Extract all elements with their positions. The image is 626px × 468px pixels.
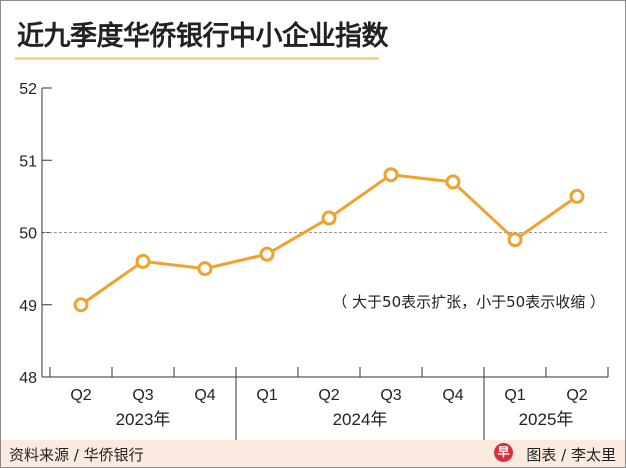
y-tick-label: 52 (19, 81, 37, 98)
x-tick-label: Q2 (566, 387, 587, 404)
y-tick-label: 51 (19, 153, 37, 170)
footer-bar (1, 440, 625, 467)
data-point (445, 174, 461, 190)
x-tick-label: Q2 (318, 387, 339, 404)
source-text: 资料来源 / 华侨银行 (9, 446, 144, 464)
data-point (197, 261, 213, 277)
data-point (569, 188, 585, 204)
title-underline (15, 57, 379, 60)
data-point (321, 210, 337, 226)
y-tick-label: 50 (19, 226, 37, 243)
line-chart: 48 49 50 51 52 2023年 2024年 2025年 Q2 Q3 Q4 Q1 Q2 Q3 Q4 Q… (19, 81, 609, 440)
x-tick-label: Q3 (132, 387, 153, 404)
x-tick-label: Q1 (256, 387, 277, 404)
data-point (259, 246, 275, 262)
x-tick-label: Q4 (194, 387, 215, 404)
data-point (383, 167, 399, 183)
x-tick-label: Q2 (70, 387, 91, 404)
y-tick-label: 48 (19, 370, 37, 387)
series-line (80, 173, 578, 306)
zaobao-logo: 早 (494, 443, 513, 462)
data-point (507, 232, 523, 248)
x-group-label: 2025年 (519, 410, 574, 429)
data-point (73, 297, 89, 313)
y-tick-label: 49 (19, 298, 37, 315)
x-group-label: 2024年 (333, 410, 388, 429)
chart-title: 近九季度华侨银行中小企业指数 (17, 21, 389, 52)
x-tick-label: Q1 (504, 387, 525, 404)
x-group-label: 2023年 (116, 410, 171, 429)
data-point (135, 253, 151, 269)
x-tick-label: Q3 (380, 387, 401, 404)
credit-text: 图表 / 李太里 (526, 446, 616, 464)
x-tick-label: Q4 (442, 387, 463, 404)
annotation: （ 大于50表示扩张，小于50表示收缩 ） (332, 293, 605, 311)
